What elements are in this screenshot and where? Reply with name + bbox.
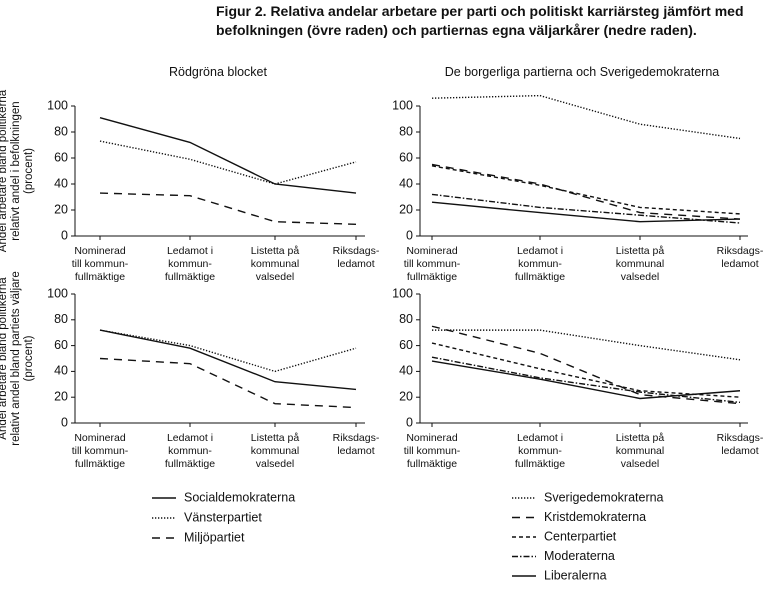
series-line — [431, 94, 741, 140]
y-tick-label: 20 — [399, 389, 413, 403]
x-tick-label: Riksdags-ledamot — [717, 245, 764, 270]
x-tick-label: Nominerad till kommun-fullmäktige — [404, 245, 461, 283]
legend-label: Miljöpartiet — [184, 530, 245, 544]
x-tick-label: Ledamot i kommun-fullmäktige — [515, 432, 565, 470]
y-tick-label: 0 — [61, 415, 68, 429]
legend-label: Liberalerna — [544, 568, 607, 582]
series-line — [99, 140, 357, 185]
y-tick-label: 0 — [406, 415, 413, 429]
x-tick-label: Listetta på kommunal valsedel — [616, 432, 665, 470]
y-tick-label: 60 — [54, 338, 68, 352]
y-tick-label: 40 — [54, 176, 68, 190]
y-tick-label: 40 — [399, 364, 413, 378]
x-tick-label: Riksdags-ledamot — [333, 245, 380, 270]
y-tick-label: 80 — [399, 124, 413, 138]
y-tick-label: 80 — [54, 124, 68, 138]
y-axis-label: Andel arbetare bland politikernarelativt… — [0, 271, 35, 446]
series-line — [99, 329, 357, 373]
x-tick-label: Ledamot i kommun-fullmäktige — [165, 245, 215, 283]
y-tick-label: 100 — [392, 98, 413, 112]
y-tick-label: 0 — [61, 228, 68, 242]
y-tick-label: 60 — [399, 150, 413, 164]
x-tick-label: Riksdags-ledamot — [717, 432, 764, 457]
legend-label: Centerpartiet — [544, 529, 617, 543]
series-line — [431, 193, 741, 224]
y-tick-label: 40 — [399, 176, 413, 190]
y-tick-label: 100 — [47, 98, 68, 112]
x-tick-label: Listetta på kommunal valsedel — [251, 432, 300, 470]
y-tick-label: 60 — [54, 150, 68, 164]
legend-label: Kristdemokraterna — [544, 510, 646, 524]
series-line — [431, 356, 741, 404]
series-line — [431, 342, 741, 398]
series-line — [431, 165, 741, 215]
y-tick-label: 100 — [392, 286, 413, 300]
y-tick-label: 60 — [399, 338, 413, 352]
series-line — [431, 163, 741, 220]
legend-label: Socialdemokraterna — [184, 490, 295, 504]
series-line — [99, 357, 357, 409]
x-tick-label: Nominerad till kommun-fullmäktige — [72, 432, 129, 470]
x-tick-label: Nominerad till kommun-fullmäktige — [72, 245, 129, 283]
x-tick-label: Nominerad till kommun-fullmäktige — [404, 432, 461, 470]
x-tick-label: Ledamot i kommun-fullmäktige — [165, 432, 215, 470]
y-tick-label: 20 — [399, 202, 413, 216]
legend-label: Sverigedemokraterna — [544, 490, 664, 504]
chart-title: Rödgröna blocket — [169, 65, 268, 79]
y-tick-label: 80 — [54, 312, 68, 326]
y-tick-label: 40 — [54, 364, 68, 378]
legend-label: Moderaterna — [544, 549, 615, 563]
x-tick-label: Ledamot i kommun-fullmäktige — [515, 245, 565, 283]
series-line — [431, 201, 741, 223]
x-tick-label: Riksdags-ledamot — [333, 432, 380, 457]
legend-label: Vänsterpartiet — [184, 510, 262, 524]
series-line — [99, 192, 357, 225]
y-tick-label: 100 — [47, 286, 68, 300]
chart-title: De borgerliga partierna och Sverigedemok… — [445, 65, 720, 79]
x-tick-label: Listetta på kommunal valsedel — [616, 245, 665, 283]
series-line — [431, 360, 741, 400]
x-tick-label: Listetta på kommunal valsedel — [251, 245, 300, 283]
y-axis-label: Andel arbetare bland politikernarelativt… — [0, 89, 35, 252]
series-line — [431, 325, 741, 405]
y-tick-label: 80 — [399, 312, 413, 326]
series-line — [99, 329, 357, 391]
y-tick-label: 20 — [54, 202, 68, 216]
figure-title: Figur 2. Relativa andelar arbetare per p… — [216, 3, 744, 38]
series-line — [432, 329, 741, 361]
y-tick-label: 0 — [406, 228, 413, 242]
y-tick-label: 20 — [54, 389, 68, 403]
series-line — [99, 117, 357, 194]
